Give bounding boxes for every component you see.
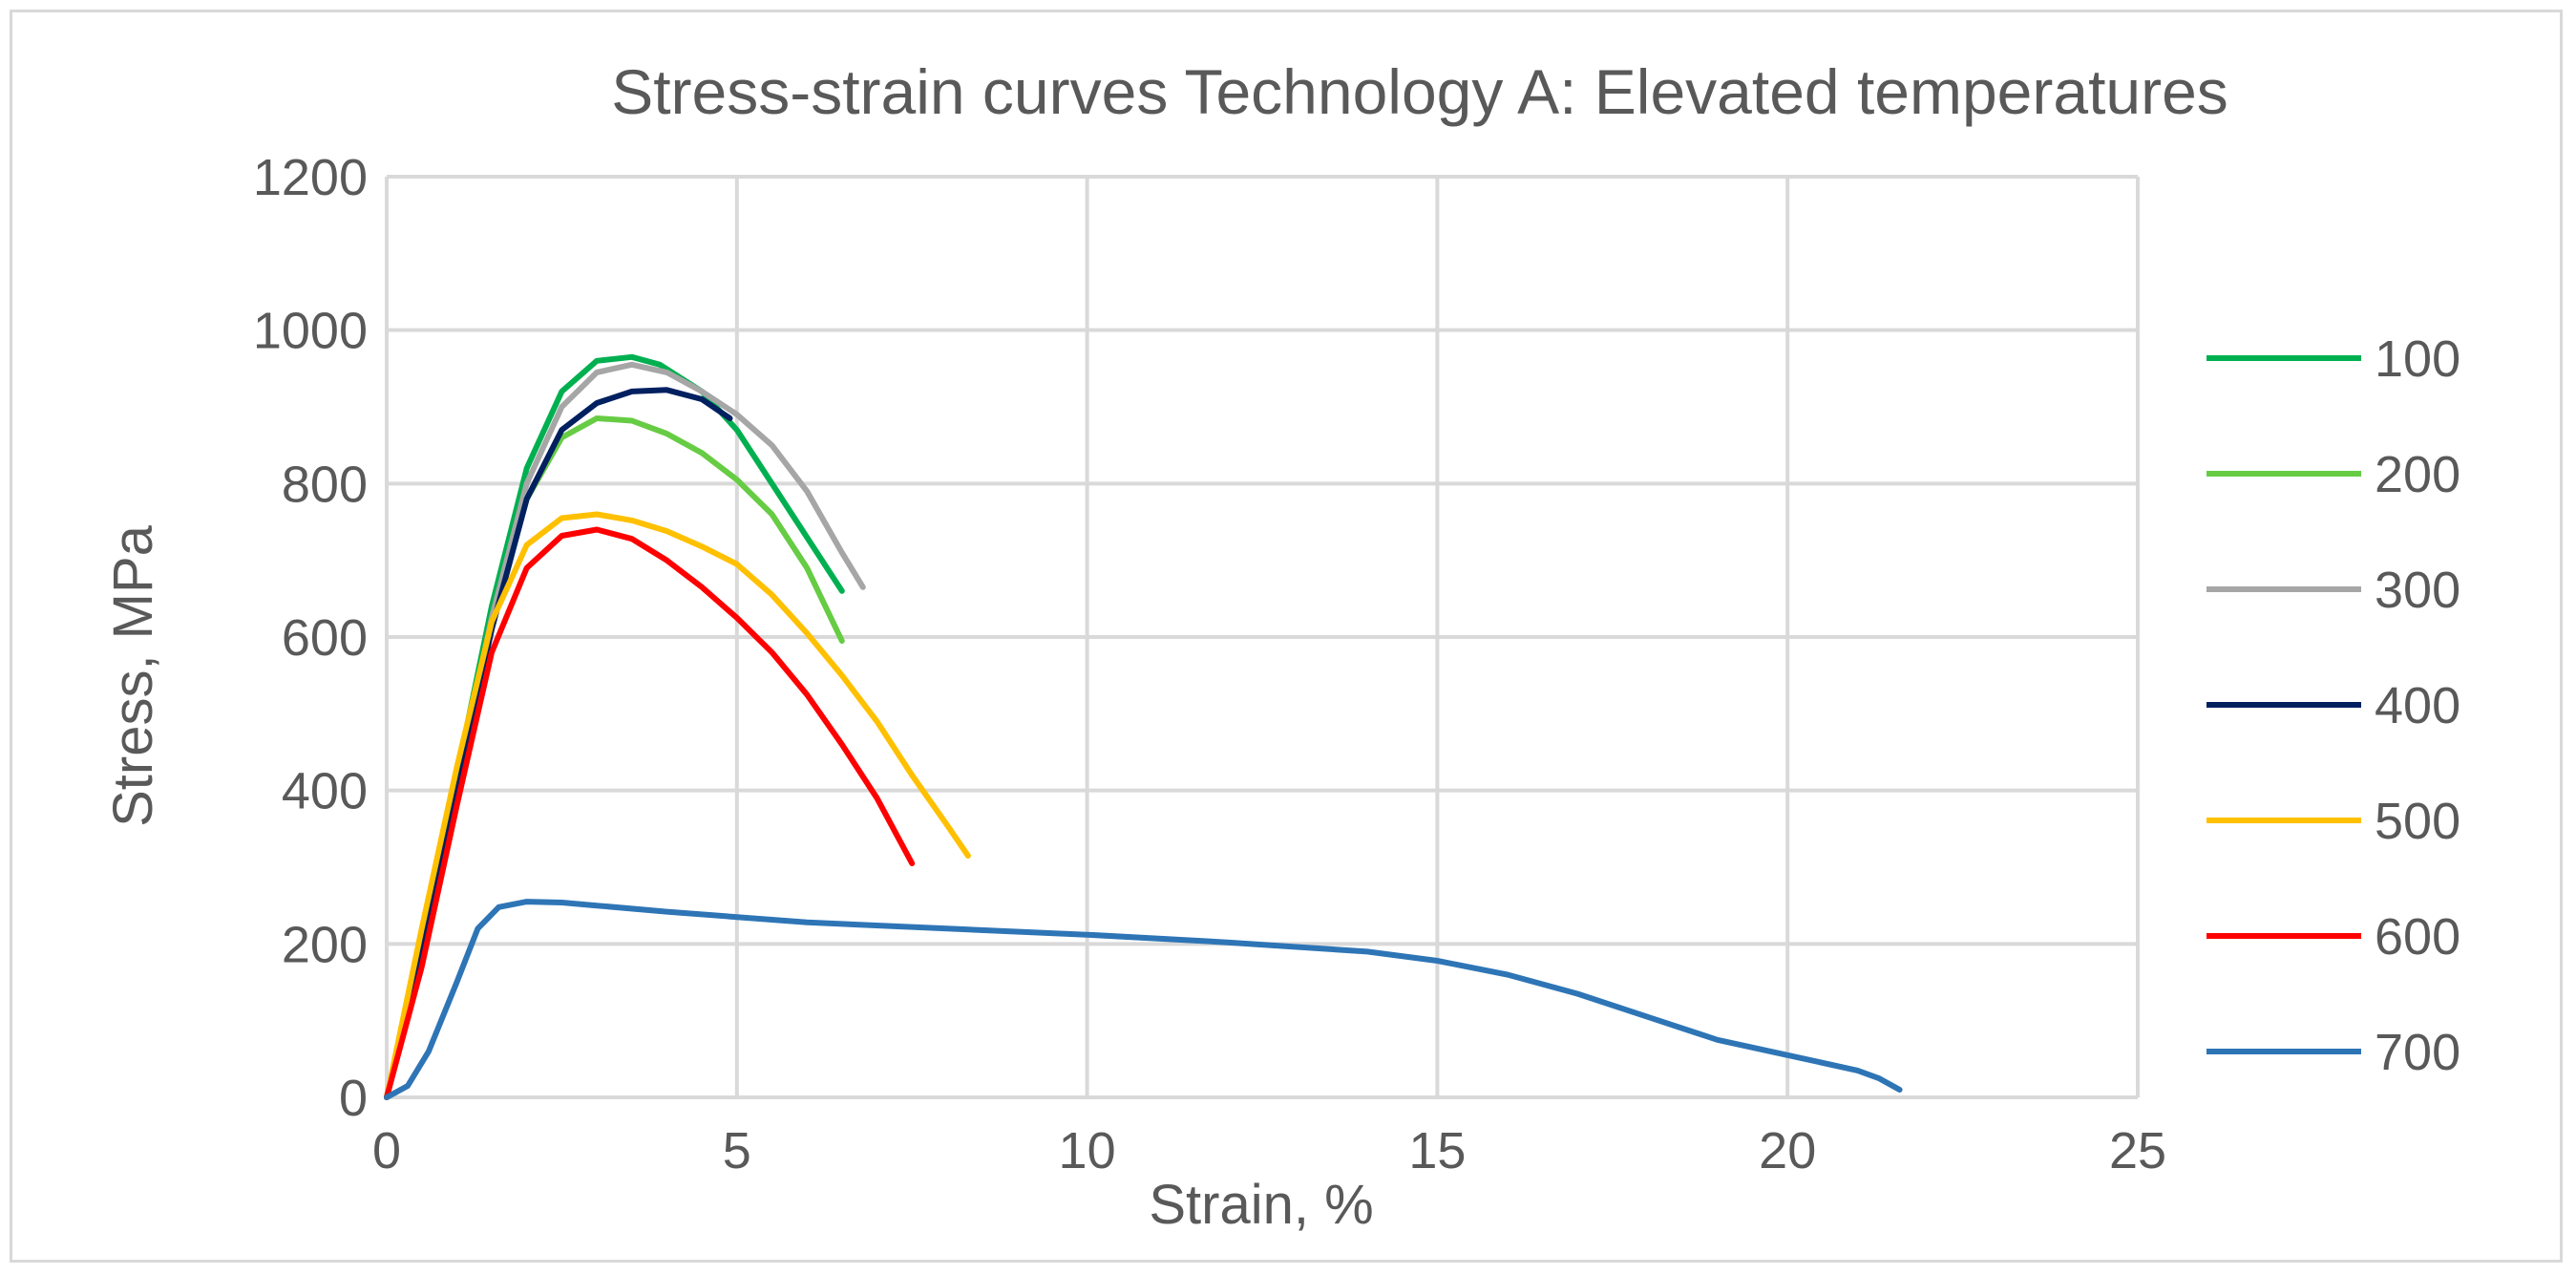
legend-label-700: 700	[2375, 1024, 2460, 1081]
x-tick-label: 10	[1059, 1122, 1116, 1179]
series-line-600	[384, 526, 916, 1100]
x-tick-label: 25	[2109, 1122, 2166, 1179]
tick-labels: 0 200 400 600 800 1000 1200 0 5 10 15 20 25	[253, 149, 2166, 1179]
y-axis-label: Stress, MPa	[102, 524, 164, 827]
x-tick-label: 0	[372, 1122, 401, 1179]
series-line-700	[384, 899, 1903, 1100]
legend-label-600: 600	[2375, 908, 2460, 966]
series-group	[384, 353, 1903, 1100]
chart-title: Stress-strain curves Technology A: Eleva…	[611, 56, 2228, 127]
legend-label-500: 500	[2375, 793, 2460, 850]
legend: 100 200 300 400 500 600 700	[2206, 330, 2460, 1081]
x-tick-label: 15	[1408, 1122, 1466, 1179]
legend-label-100: 100	[2375, 330, 2460, 388]
series-line-300	[384, 361, 866, 1100]
y-tick-label: 400	[282, 763, 368, 820]
y-tick-label: 600	[282, 609, 368, 667]
series-line-500	[384, 511, 971, 1100]
legend-label-200: 200	[2375, 446, 2460, 503]
legend-label-400: 400	[2375, 677, 2460, 734]
x-tick-label: 20	[1759, 1122, 1816, 1179]
series-line-400	[384, 387, 733, 1100]
x-axis-label: Strain, %	[1149, 1174, 1373, 1236]
y-tick-label: 1200	[253, 149, 368, 206]
y-tick-label: 800	[282, 456, 368, 513]
y-tick-label: 200	[282, 916, 368, 973]
x-tick-label: 5	[723, 1122, 751, 1179]
legend-label-300: 300	[2375, 562, 2460, 619]
grid	[385, 175, 2140, 1099]
chart: Stress-strain curves Technology A: Eleva…	[102, 56, 2460, 1236]
y-tick-label: 1000	[253, 303, 368, 360]
y-tick-label: 0	[339, 1070, 368, 1127]
chart-frame: Stress-strain curves Technology A: Eleva…	[10, 10, 2563, 1263]
